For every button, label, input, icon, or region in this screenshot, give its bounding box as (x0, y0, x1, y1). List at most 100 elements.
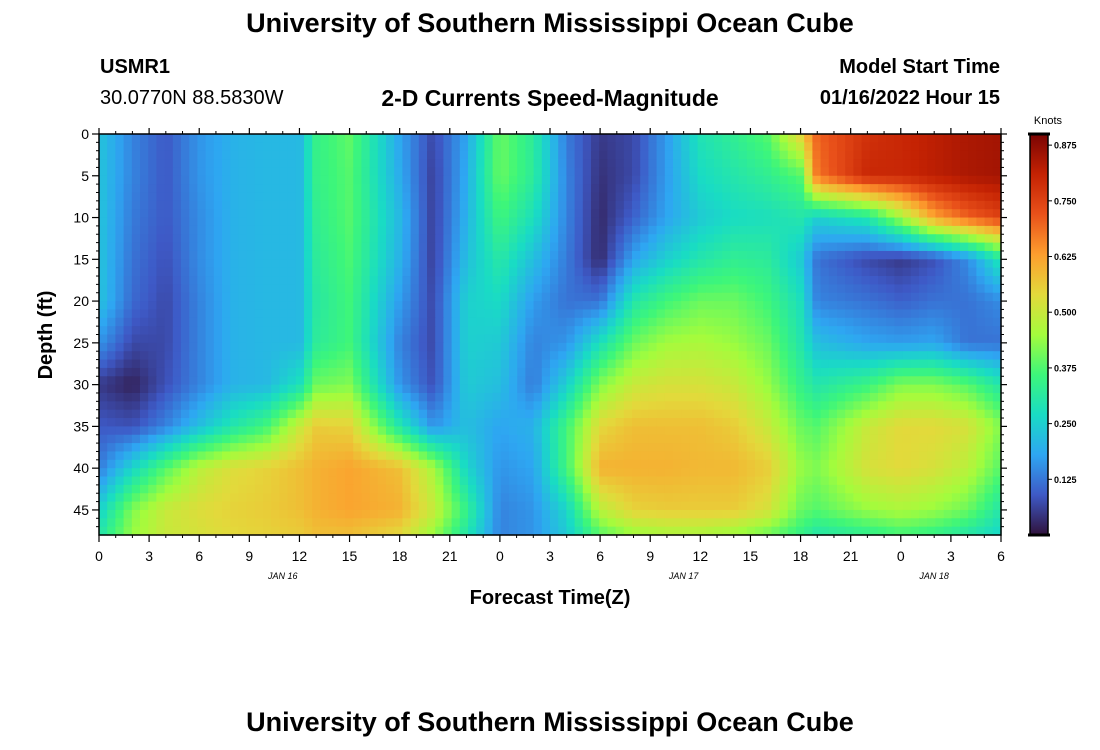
heatmap-cell (935, 134, 945, 143)
heatmap-cell (853, 359, 863, 369)
heatmap-cell (681, 401, 690, 411)
heatmap-cell (558, 134, 567, 143)
heatmap-cell (254, 242, 264, 252)
heatmap-cell (107, 501, 116, 511)
heatmap-cell (861, 443, 871, 453)
heatmap-cell (312, 292, 321, 302)
heatmap-cell (140, 309, 149, 319)
heatmap-cell (902, 259, 912, 269)
heatmap-cell (533, 317, 543, 327)
heatmap-cell (664, 134, 674, 143)
heatmap-cell (828, 167, 838, 177)
heatmap-cell (705, 292, 715, 302)
heatmap-cell (722, 367, 731, 377)
heatmap-cell (336, 451, 346, 461)
heatmap-cell (714, 384, 723, 394)
heatmap-cell (181, 426, 190, 436)
heatmap-cell (648, 225, 658, 235)
heatmap-cell (107, 493, 116, 503)
heatmap-cell (681, 267, 690, 277)
heatmap-cell (345, 284, 354, 294)
heatmap-cell (451, 418, 461, 427)
heatmap-cell (254, 342, 264, 352)
heatmap-cell (295, 217, 305, 227)
heatmap-cell (599, 200, 608, 210)
heatmap-cell (238, 276, 248, 285)
heatmap-cell (500, 468, 510, 478)
heatmap-cell (828, 259, 838, 269)
heatmap-cell (328, 443, 338, 453)
heatmap-cell (919, 376, 928, 386)
heatmap-cell (402, 459, 412, 469)
heatmap-cell (943, 209, 953, 219)
heatmap-cell (263, 242, 272, 252)
heatmap-cell (607, 250, 617, 260)
heatmap-cell (443, 443, 453, 453)
heatmap-cell (853, 175, 863, 185)
heatmap-cell (131, 225, 141, 235)
heatmap-cell (410, 209, 420, 219)
heatmap-cell (156, 142, 166, 152)
heatmap-cell (722, 225, 731, 235)
heatmap-cell (148, 484, 157, 494)
heatmap-cell (878, 409, 887, 419)
heatmap-cell (238, 376, 248, 386)
heatmap-cell (910, 451, 920, 461)
heatmap-cell (722, 159, 731, 169)
heatmap-cell (927, 401, 936, 411)
heatmap-cell (197, 184, 207, 194)
heatmap-cell (550, 284, 559, 294)
heatmap-cell (640, 150, 649, 160)
heatmap-cell (632, 175, 641, 185)
heatmap-cell (279, 150, 289, 160)
heatmap-cell (164, 242, 174, 252)
heatmap-cell (328, 468, 338, 478)
heatmap-cell (615, 367, 625, 377)
heatmap-cell (738, 351, 748, 361)
heatmap-cell (746, 192, 756, 202)
heatmap-cell (459, 284, 469, 294)
heatmap-cell (796, 351, 805, 361)
heatmap-cell (369, 317, 379, 327)
heatmap-cell (131, 259, 141, 269)
heatmap-cell (230, 359, 239, 369)
heatmap-cell (271, 134, 280, 143)
heatmap-cell (869, 418, 879, 427)
heatmap-cell (574, 301, 584, 311)
heatmap-cell (763, 184, 772, 194)
heatmap-cell (328, 200, 338, 210)
heatmap-cell (451, 309, 461, 319)
heatmap-cell (386, 484, 395, 494)
heatmap-cell (878, 192, 887, 202)
heatmap-cell (615, 142, 625, 152)
heatmap-cell (960, 451, 969, 461)
heatmap-cell (295, 276, 305, 285)
heatmap-cell (197, 301, 207, 311)
heatmap-cell (566, 317, 576, 327)
heatmap-cell (689, 142, 699, 152)
heatmap-cell (451, 468, 461, 478)
heatmap-cell (263, 209, 272, 219)
heatmap-cell (246, 367, 256, 377)
heatmap-cell (861, 301, 871, 311)
heatmap-cell (541, 351, 551, 361)
heatmap-cell (992, 317, 1002, 327)
heatmap-cell (123, 250, 133, 260)
heatmap-cell (960, 342, 969, 352)
heatmap-cell (837, 493, 846, 503)
heatmap-cell (533, 184, 543, 194)
heatmap-cell (246, 284, 256, 294)
heatmap-cell (902, 351, 912, 361)
heatmap-cell (722, 476, 731, 486)
heatmap-cell (976, 276, 986, 285)
heatmap-cell (328, 334, 338, 344)
heatmap-cell (984, 292, 994, 302)
heatmap-cell (517, 493, 526, 503)
heatmap-cell (738, 501, 748, 511)
heatmap-cell (779, 134, 789, 143)
heatmap-cell (164, 292, 174, 302)
heatmap-cell (115, 217, 125, 227)
heatmap-cell (640, 159, 649, 169)
heatmap-cell (746, 426, 756, 436)
heatmap-cell (730, 351, 740, 361)
